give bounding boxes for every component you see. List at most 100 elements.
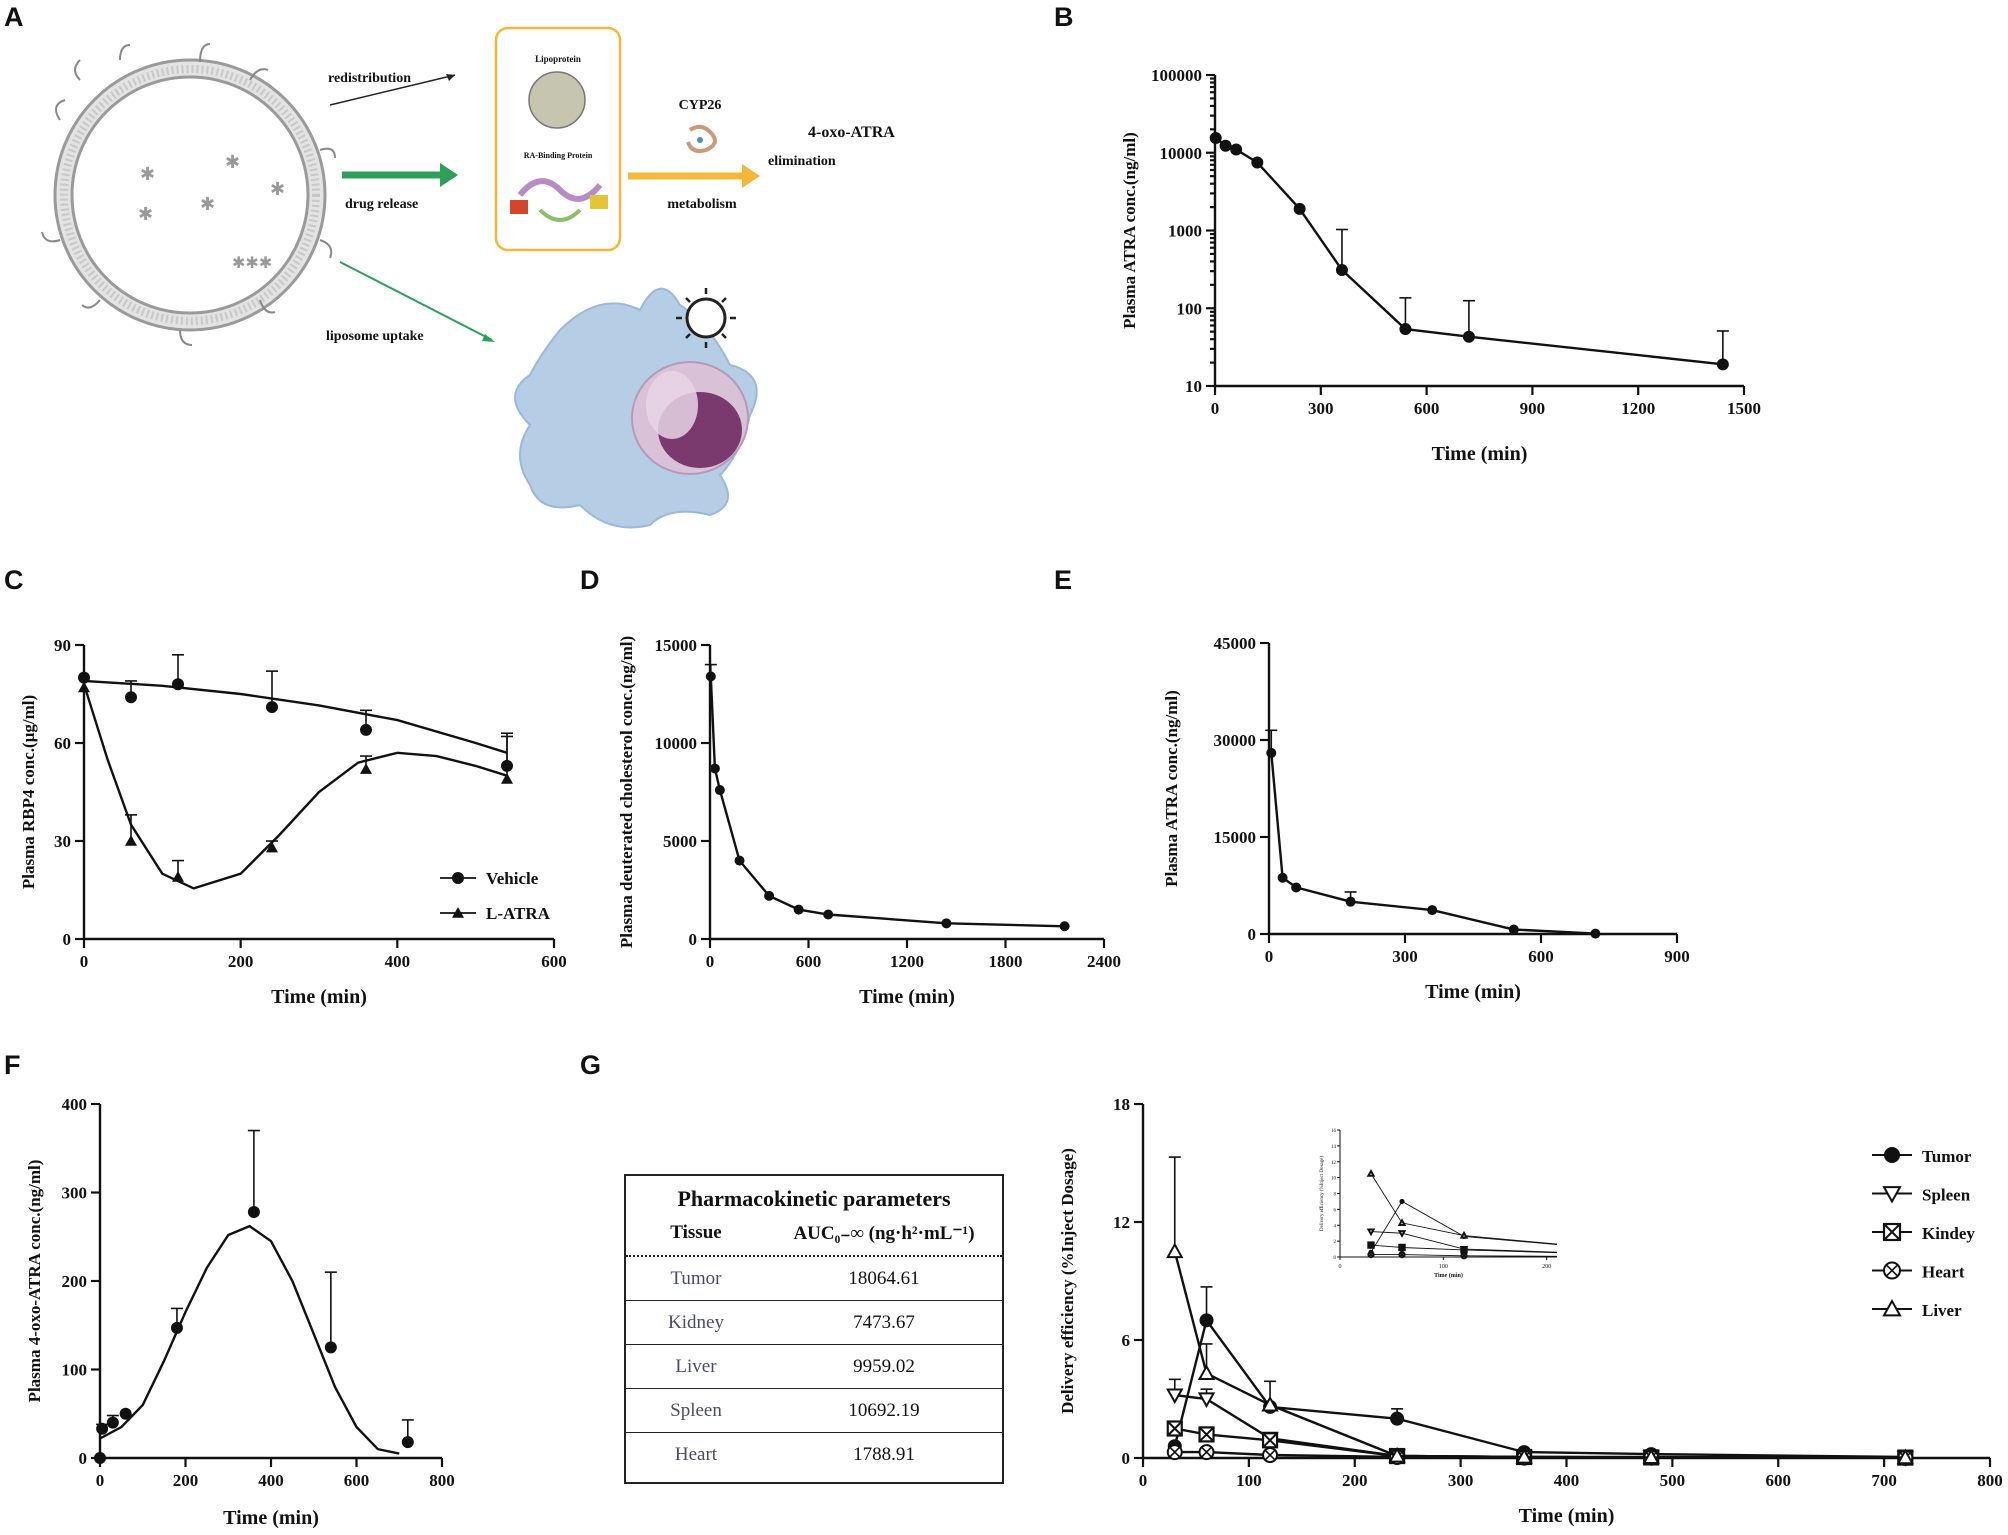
data-point-atra	[1209, 131, 1222, 144]
pk-tissue-cell: Tumor	[670, 1268, 722, 1289]
x-axis-label: Time (min)	[1432, 443, 1528, 465]
pk-tissue-cell: Heart	[674, 1444, 718, 1465]
inset-series-line	[1371, 1254, 1558, 1257]
x-tick-label: 800	[1977, 1471, 2003, 1490]
data-point-4-oxo-atra	[324, 1341, 337, 1354]
data-point-4-oxo-atra	[401, 1436, 414, 1449]
x-tick-label: 600	[796, 952, 822, 971]
legend-label: Spleen	[1922, 1186, 1971, 1205]
y-tick-label: 10	[1185, 377, 1202, 396]
legend-marker	[1882, 1298, 1902, 1317]
pk-table-title: Pharmacokinetic parameters	[677, 1186, 951, 1211]
x-tick-label: 600	[541, 952, 567, 971]
x-tick-label: 900	[1664, 947, 1690, 966]
data-point-liver	[1388, 1446, 1406, 1463]
data-point-atra	[1251, 156, 1264, 169]
data-point-vehicle	[360, 723, 372, 736]
inset-data-point	[1460, 1252, 1468, 1260]
pk-auc-cell: 18064.61	[848, 1268, 920, 1289]
inset-data-point	[1398, 1243, 1406, 1252]
y-tick-label: 10000	[655, 734, 698, 753]
data-point-4-oxo-atra	[119, 1407, 132, 1420]
x-tick-label: 0	[96, 1471, 105, 1490]
series-line-spleen	[1174, 1393, 1906, 1459]
inset-x-axis-label: Time (min)	[1434, 1272, 1463, 1279]
series-line-liver	[1173, 1251, 1906, 1459]
legend-label: Vehicle	[486, 869, 539, 888]
data-point-heart	[1166, 1444, 1183, 1461]
pk-table-header: Tissue AUC₀₋∞ (ng·h²·mL⁻¹)	[626, 1222, 1002, 1257]
y-tick-label: 15000	[1214, 828, 1257, 847]
y-tick-label: 0	[689, 930, 698, 949]
y-tick-label: 0	[1248, 925, 1257, 944]
inset-x-tick-label: 200	[1542, 1264, 1551, 1270]
legend-label: Kindey	[1922, 1224, 1975, 1243]
inset-data-point	[1399, 1198, 1405, 1205]
inset-series-line	[1370, 1173, 1558, 1245]
legend-label: L-ATRA	[486, 904, 551, 923]
data-point-4-oxo-atra	[94, 1452, 106, 1464]
inset-series-line	[1370, 1200, 1558, 1253]
pk-auc-cell: 9959.02	[853, 1356, 915, 1377]
data-point-spleen	[1166, 1388, 1184, 1405]
pk-auc-cell: 10692.19	[848, 1400, 920, 1421]
pk-table-row: Heart 1788.91	[626, 1433, 1002, 1476]
x-axis-label: Time (min)	[1519, 1505, 1615, 1527]
x-tick-label: 300	[1308, 399, 1334, 418]
pk-table-row: Spleen 10692.19	[626, 1389, 1002, 1433]
y-tick-label: 200	[62, 1272, 88, 1291]
panel-letter-a: A	[4, 2, 24, 32]
data-point-spleen	[1197, 1392, 1216, 1409]
data-point-atra	[1266, 747, 1277, 758]
x-tick-label: 400	[385, 952, 411, 971]
inset-x-tick-label: 0	[1339, 1264, 1342, 1270]
legend-marker	[452, 872, 464, 884]
x-tick-label: 700	[1871, 1471, 1897, 1490]
data-point-atra	[1716, 358, 1729, 371]
data-point-liver	[1197, 1364, 1216, 1381]
x-tick-label: 400	[258, 1471, 284, 1490]
data-point-tumor	[1390, 1411, 1405, 1426]
data-point-atra	[1335, 264, 1348, 277]
x-axis-label: Time (min)	[1425, 981, 1521, 1003]
inset-series-line	[1370, 1244, 1558, 1254]
data-point-cholesterol	[941, 918, 952, 929]
pk-tissue-cell: Spleen	[670, 1400, 722, 1421]
y-tick-label: 0	[79, 1449, 88, 1468]
series-fit-line-4-oxo-atra	[99, 1224, 400, 1455]
x-tick-label: 0	[1211, 399, 1220, 418]
y-tick-label: 300	[62, 1184, 88, 1203]
data-point-cholesterol	[823, 909, 834, 920]
x-tick-label: 600	[1414, 399, 1440, 418]
inset-data-point	[1459, 1230, 1469, 1239]
pk-col-auc: AUC₀₋∞ (ng·h²·mL⁻¹)	[793, 1223, 975, 1244]
inset-data-point	[1366, 1228, 1376, 1237]
data-point-atra	[1291, 882, 1302, 893]
y-tick-label: 100000	[1151, 66, 1202, 85]
y-tick-label: 5000	[663, 832, 697, 851]
x-tick-label: 0	[80, 952, 89, 971]
inset-data-point	[1460, 1246, 1468, 1254]
pk-auc-cell: 7473.67	[853, 1312, 915, 1333]
inset-y-tick-label: 14	[1331, 1145, 1337, 1150]
panel-letter-e: E	[1054, 565, 1073, 595]
x-tick-label: 600	[1528, 947, 1554, 966]
y-tick-label: 60	[54, 734, 71, 753]
x-tick-label: 900	[1520, 399, 1546, 418]
inset-y-axis-label: Delivery efficiency (%Inject Dosage)	[1320, 1156, 1325, 1231]
y-axis-label: Delivery efficiency (%Inject Dosage)	[1058, 1148, 1077, 1414]
data-point-4-oxo-atra	[106, 1416, 119, 1429]
x-tick-label: 600	[344, 1471, 370, 1490]
data-point-atra	[1230, 143, 1243, 156]
data-point-kindey	[1261, 1432, 1279, 1449]
pk-table-row: Tumor 18064.61	[626, 1257, 1002, 1301]
y-tick-label: 12	[1113, 1213, 1130, 1232]
x-tick-label: 300	[1448, 1471, 1474, 1490]
y-axis-label: Plasma deuterated cholesterol conc.(ng/m…	[617, 636, 636, 948]
inset-y-tick-label: 16	[1331, 1129, 1337, 1134]
data-point-vehicle	[125, 691, 137, 704]
data-point-liver	[1515, 1447, 1533, 1464]
